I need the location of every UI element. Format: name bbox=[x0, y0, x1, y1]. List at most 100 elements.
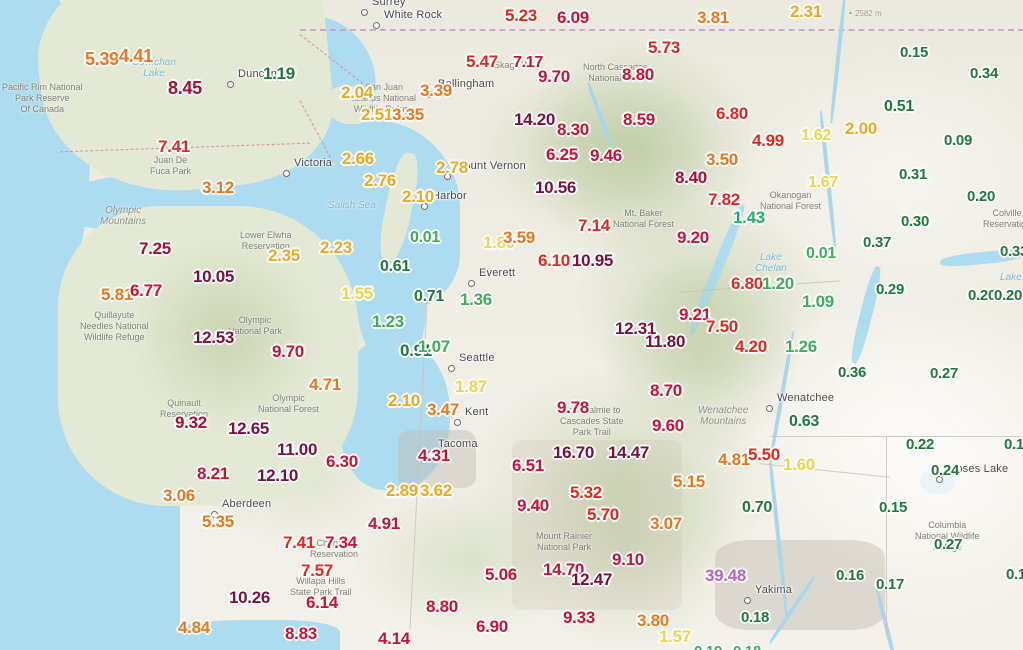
precipitation-value[interactable]: 1.07 bbox=[418, 337, 450, 356]
precipitation-value[interactable]: 8.80 bbox=[622, 65, 654, 84]
precipitation-value[interactable]: 3.06 bbox=[163, 486, 195, 505]
precipitation-value[interactable]: 10.05 bbox=[193, 267, 235, 286]
precipitation-value[interactable]: 8.45 bbox=[168, 78, 202, 98]
precipitation-value[interactable]: 12.65 bbox=[228, 419, 270, 438]
precipitation-value[interactable]: 5.06 bbox=[485, 565, 517, 584]
precipitation-value[interactable]: 14.70 bbox=[543, 560, 585, 579]
precipitation-value[interactable]: 0.15 bbox=[879, 499, 907, 516]
precipitation-value[interactable]: 4.71 bbox=[309, 375, 341, 394]
precipitation-value[interactable]: 1.89 bbox=[483, 233, 515, 252]
precipitation-value[interactable]: 10.26 bbox=[229, 588, 271, 607]
precipitation-value[interactable]: 6.51 bbox=[512, 456, 544, 475]
precipitation-value[interactable]: 1.19 bbox=[263, 64, 295, 83]
precipitation-value[interactable]: 3.12 bbox=[202, 178, 234, 197]
precipitation-value[interactable]: 9.70 bbox=[272, 342, 304, 361]
precipitation-value[interactable]: 9.32 bbox=[175, 413, 207, 432]
precipitation-value[interactable]: 3.62 bbox=[420, 481, 452, 500]
precipitation-value[interactable]: 0.70 bbox=[742, 499, 772, 516]
precipitation-value[interactable]: 6.14 bbox=[306, 593, 338, 612]
precipitation-value[interactable]: 0.01 bbox=[410, 229, 440, 246]
precipitation-value[interactable]: 6.77 bbox=[130, 281, 162, 300]
precipitation-value[interactable]: 1.23 bbox=[372, 312, 404, 331]
precipitation-value[interactable]: 5.73 bbox=[648, 38, 680, 57]
precipitation-value[interactable]: 6.25 bbox=[546, 145, 578, 164]
precipitation-value[interactable]: 2.78 bbox=[436, 158, 468, 177]
precipitation-value[interactable]: 11.80 bbox=[645, 332, 686, 351]
precipitation-value[interactable]: 4.31 bbox=[418, 446, 450, 465]
precipitation-value[interactable]: 5.39 bbox=[85, 49, 119, 69]
precipitation-value[interactable]: 4.91 bbox=[368, 514, 400, 533]
precipitation-value[interactable]: 7.25 bbox=[139, 239, 171, 258]
precipitation-value[interactable]: 5.35 bbox=[202, 512, 234, 531]
precipitation-value[interactable]: 9.33 bbox=[563, 608, 595, 627]
precipitation-value[interactable]: 2.23 bbox=[320, 238, 352, 257]
precipitation-value[interactable]: 0.31 bbox=[899, 166, 927, 183]
precipitation-value[interactable]: 2.35 bbox=[268, 246, 300, 265]
precipitation-value[interactable]: 4.84 bbox=[178, 618, 210, 637]
precipitation-value[interactable]: 4.99 bbox=[752, 131, 784, 150]
precipitation-value[interactable]: 1.57 bbox=[659, 627, 691, 646]
precipitation-value[interactable]: 1.55 bbox=[341, 284, 373, 303]
precipitation-value[interactable]: 2.31 bbox=[790, 2, 822, 21]
precipitation-value[interactable]: 9.40 bbox=[517, 496, 549, 515]
precipitation-value[interactable]: 0.12 bbox=[1004, 436, 1023, 453]
precipitation-value[interactable]: 0.09 bbox=[944, 132, 972, 149]
precipitation-value[interactable]: 0.33 bbox=[1000, 243, 1023, 260]
precipitation-value[interactable]: 9.21 bbox=[679, 305, 711, 324]
precipitation-value[interactable]: 0.71 bbox=[414, 288, 444, 305]
precipitation-value[interactable]: 1.09 bbox=[802, 292, 834, 311]
precipitation-value[interactable]: 10.95 bbox=[572, 251, 614, 270]
precipitation-value[interactable]: 4.14 bbox=[378, 629, 410, 648]
precipitation-value[interactable]: 0.16 bbox=[836, 567, 864, 584]
precipitation-value[interactable]: 4.41 bbox=[119, 46, 153, 66]
precipitation-value[interactable]: 12.10 bbox=[257, 466, 299, 485]
precipitation-value[interactable]: 3.50 bbox=[706, 150, 738, 169]
precipitation-value[interactable]: 7.34 bbox=[325, 533, 357, 552]
precipitation-value[interactable]: 11.00 bbox=[277, 440, 318, 459]
precipitation-value[interactable]: 2.10 bbox=[402, 187, 434, 206]
precipitation-value[interactable]: 0.22 bbox=[906, 436, 934, 453]
precipitation-value[interactable]: 3.47 bbox=[427, 400, 459, 419]
precipitation-value[interactable]: 9.20 bbox=[677, 228, 709, 247]
precipitation-value[interactable]: 0.34 bbox=[970, 65, 998, 82]
precipitation-value[interactable]: 1.67 bbox=[808, 174, 838, 191]
precipitation-value[interactable]: 14.20 bbox=[514, 110, 556, 129]
precipitation-value[interactable]: 1.20 bbox=[762, 274, 794, 293]
precipitation-value[interactable]: 0.17 bbox=[1006, 566, 1023, 583]
precipitation-value[interactable]: 8.21 bbox=[197, 464, 229, 483]
precipitation-value[interactable]: 0.01 bbox=[806, 245, 836, 262]
precipitation-value[interactable]: 0.18 bbox=[741, 609, 769, 626]
precipitation-value[interactable]: 7.41 bbox=[283, 533, 315, 552]
precipitation-value[interactable]: 0.20 bbox=[994, 287, 1022, 304]
precipitation-value[interactable]: 8.83 bbox=[285, 624, 317, 643]
precipitation-value[interactable]: 3.39 bbox=[420, 81, 452, 100]
precipitation-value[interactable]: 0.61 bbox=[380, 258, 410, 275]
precipitation-value[interactable]: 4.81 bbox=[718, 450, 750, 469]
precipitation-value[interactable]: 6.90 bbox=[476, 617, 508, 636]
precipitation-value[interactable]: 6.10 bbox=[538, 251, 570, 270]
precipitation-value[interactable]: 6.09 bbox=[557, 8, 589, 27]
precipitation-value[interactable]: 5.81 bbox=[101, 285, 133, 304]
precipitation-value[interactable]: 3.35 bbox=[392, 105, 424, 124]
precipitation-value[interactable]: 0.91 bbox=[400, 341, 432, 360]
precipitation-value[interactable]: 0.20 bbox=[967, 188, 995, 205]
precipitation-value[interactable]: 0.51 bbox=[884, 98, 914, 115]
precipitation-value[interactable]: 12.31 bbox=[615, 319, 657, 338]
precipitation-value[interactable]: 3.59 bbox=[503, 228, 535, 247]
precipitation-value[interactable]: 9.60 bbox=[652, 416, 684, 435]
precipitation-value[interactable]: 3.80 bbox=[637, 611, 669, 630]
precipitation-value[interactable]: 12.47 bbox=[571, 570, 613, 589]
precipitation-value[interactable]: 7.82 bbox=[708, 190, 740, 209]
precipitation-value[interactable]: 16.70 bbox=[553, 443, 595, 462]
precipitation-value[interactable]: 0.27 bbox=[930, 365, 958, 382]
precipitation-value[interactable]: 8.70 bbox=[650, 381, 682, 400]
precipitation-value[interactable]: 1.60 bbox=[783, 455, 815, 474]
precipitation-value[interactable]: 8.30 bbox=[557, 120, 589, 139]
precipitation-value[interactable]: 3.07 bbox=[650, 514, 682, 533]
precipitation-value[interactable]: 8.59 bbox=[623, 110, 655, 129]
precipitation-value[interactable]: 2.66 bbox=[342, 149, 374, 168]
precipitation-value[interactable]: 2.10 bbox=[388, 391, 420, 410]
precipitation-value[interactable]: 0.20 bbox=[968, 287, 996, 304]
precipitation-value[interactable]: 5.23 bbox=[505, 6, 537, 25]
